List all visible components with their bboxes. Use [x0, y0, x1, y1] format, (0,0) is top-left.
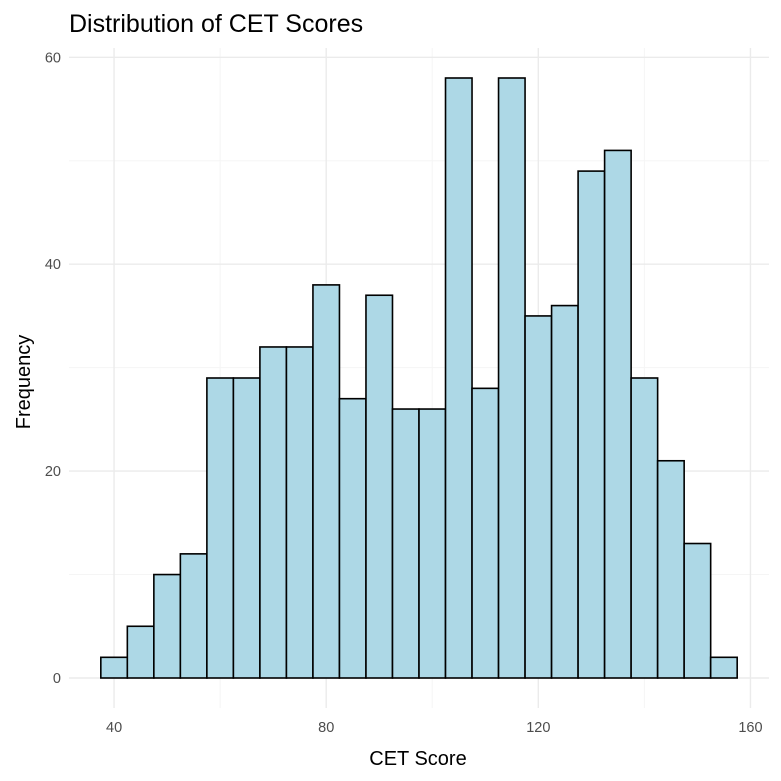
y-axis-ticks: 0 20 40 60	[45, 50, 61, 687]
histogram-bar	[709, 656, 738, 679]
x-tick-label: 120	[526, 720, 550, 736]
x-tick-label: 80	[318, 720, 334, 736]
y-tick-label: 0	[53, 671, 61, 687]
x-tick-label: 40	[106, 720, 122, 736]
histogram-bar	[683, 542, 712, 679]
chart-title: Distribution of CET Scores	[69, 10, 363, 38]
histogram-bar	[100, 656, 129, 679]
histogram-bar	[471, 387, 500, 679]
histogram-bar	[656, 459, 685, 679]
histogram-bar	[338, 397, 367, 679]
histogram-bar	[444, 77, 473, 679]
histogram-bar	[524, 315, 553, 679]
histogram-bar	[577, 170, 606, 679]
histogram-bar	[285, 346, 314, 679]
y-axis-label: Frequency	[13, 335, 35, 430]
histogram-bar	[126, 625, 155, 679]
x-axis-ticks: 40 80 120 160	[106, 720, 763, 736]
histogram-bar	[179, 553, 208, 679]
histogram-bar	[365, 294, 394, 679]
histogram-bar	[206, 377, 235, 679]
histogram-bar	[153, 573, 182, 679]
y-tick-label: 60	[45, 50, 61, 66]
histogram-bar	[232, 377, 261, 679]
histogram-bar	[550, 304, 579, 679]
histogram-bar	[603, 149, 632, 679]
histogram-bar	[630, 377, 659, 679]
histogram-bar	[497, 77, 526, 679]
histogram-bar	[259, 346, 288, 679]
x-axis-label: CET Score	[369, 748, 466, 770]
y-tick-label: 40	[45, 257, 61, 273]
y-tick-label: 20	[45, 464, 61, 480]
histogram-bar	[312, 284, 341, 679]
x-tick-label: 160	[738, 720, 762, 736]
histogram-bar	[418, 408, 447, 679]
histogram-bars	[100, 77, 738, 679]
histogram-bar	[391, 408, 420, 679]
